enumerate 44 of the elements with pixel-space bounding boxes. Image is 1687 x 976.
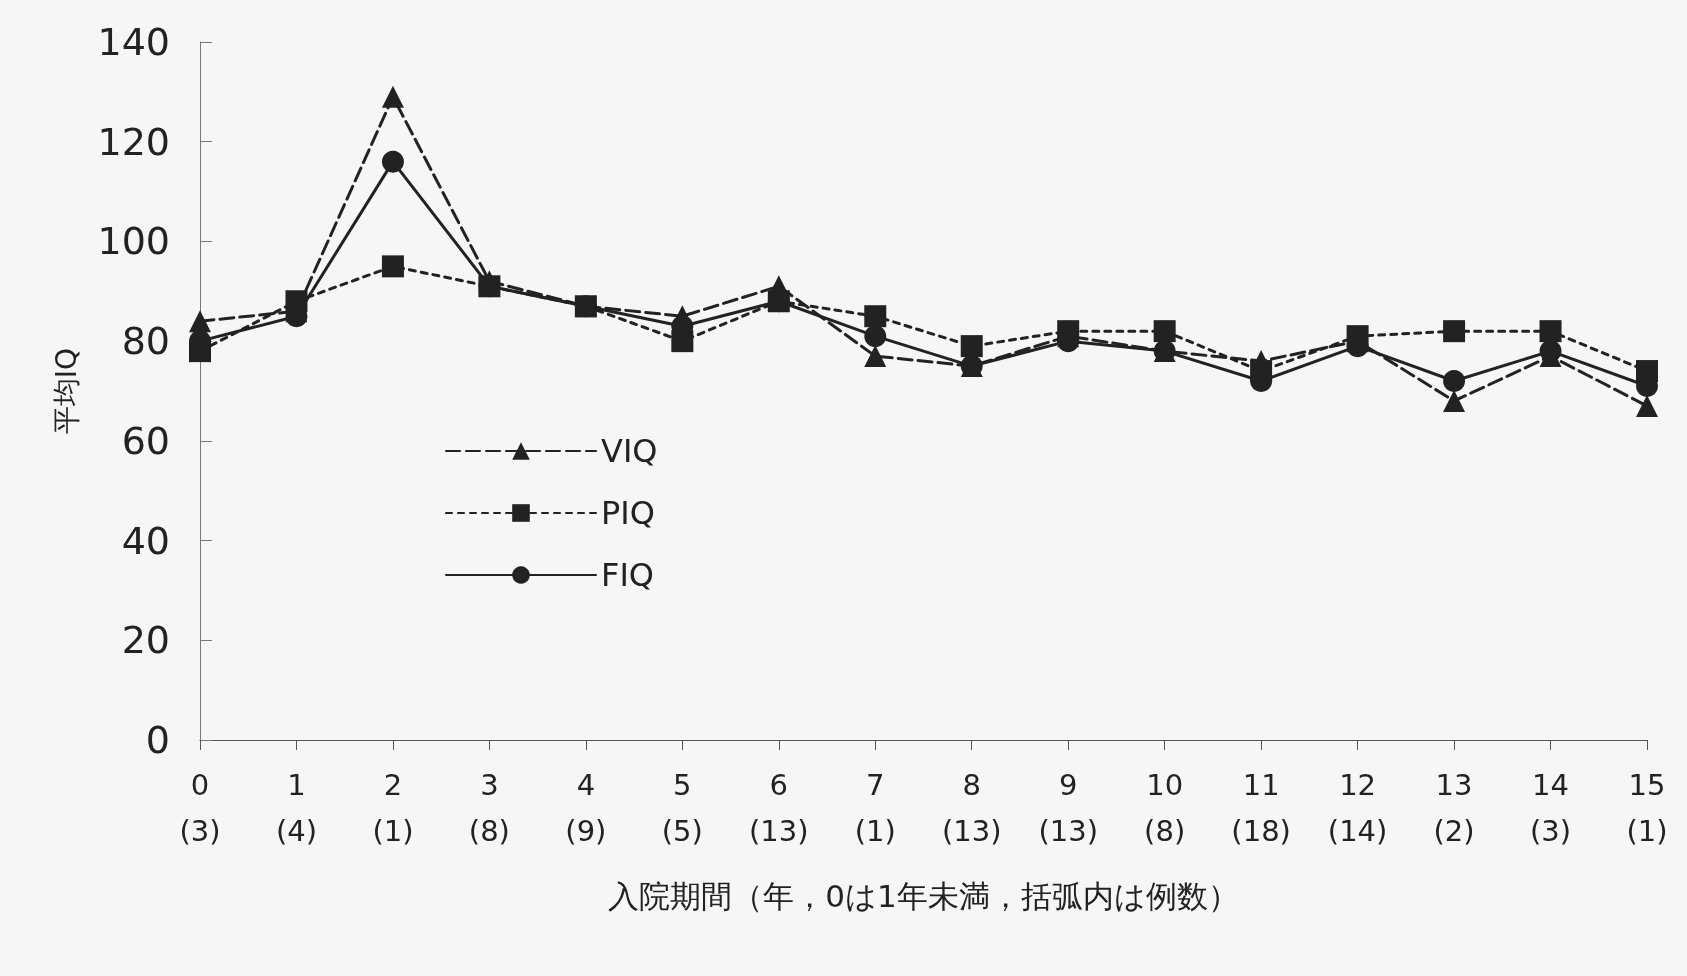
point [381,150,404,173]
x-tick-label: 3 (8) [468,768,510,848]
point [1443,389,1466,412]
point [1443,370,1466,393]
x-tick-label: 12 (14) [1327,768,1388,848]
point [1636,394,1658,417]
point [1443,320,1466,343]
y-tick-label: 80 [121,319,170,364]
point [189,310,211,333]
x-tick-label: 10 (8) [1144,768,1186,848]
x-tick-label: 13 (2) [1433,768,1475,848]
y-tick-label: 140 [97,20,170,64]
point [381,255,404,278]
x-tick-label: 1 (4) [275,768,318,848]
x-tick-label: 5 (5) [661,768,703,848]
x-tick-label: 0 (3) [179,768,221,848]
x-tick-label: 2 (1) [372,768,414,848]
x-tick-label: 14 (3) [1529,768,1572,848]
point [864,345,887,368]
y-tick-label: 60 [121,418,170,463]
x-tick-label: 11 (18) [1231,768,1291,848]
point [1153,320,1176,343]
x-tick-label: 7 (1) [854,768,896,848]
x-tick-label: 4 (9) [565,768,607,848]
x-axis-title: 入院期間（年，0は1年未満，括弧内は例数） [608,877,1239,914]
point [381,85,404,108]
x-tick-label: 6 (13) [749,768,809,848]
legend-label: FIQ [601,556,655,594]
x-tick-label: 8 (13) [941,768,1002,848]
legend-label: VIQ [601,432,658,470]
y-tick-label: 20 [121,618,170,663]
point [1539,320,1562,343]
point [1539,340,1562,363]
y-tick-label: 0 [145,718,170,762]
x-tick-label: 9 (13) [1038,768,1098,848]
legend-label: PIQ [601,494,655,532]
y-axis-title: 平均IQ [49,347,83,435]
y-tick-label: 40 [121,518,170,563]
point [960,335,983,358]
x-tick-label: 15 (1) [1626,768,1668,848]
y-tick-label: 100 [97,219,170,264]
y-tick-label: 120 [97,119,170,164]
point [864,325,887,348]
point [864,305,887,328]
